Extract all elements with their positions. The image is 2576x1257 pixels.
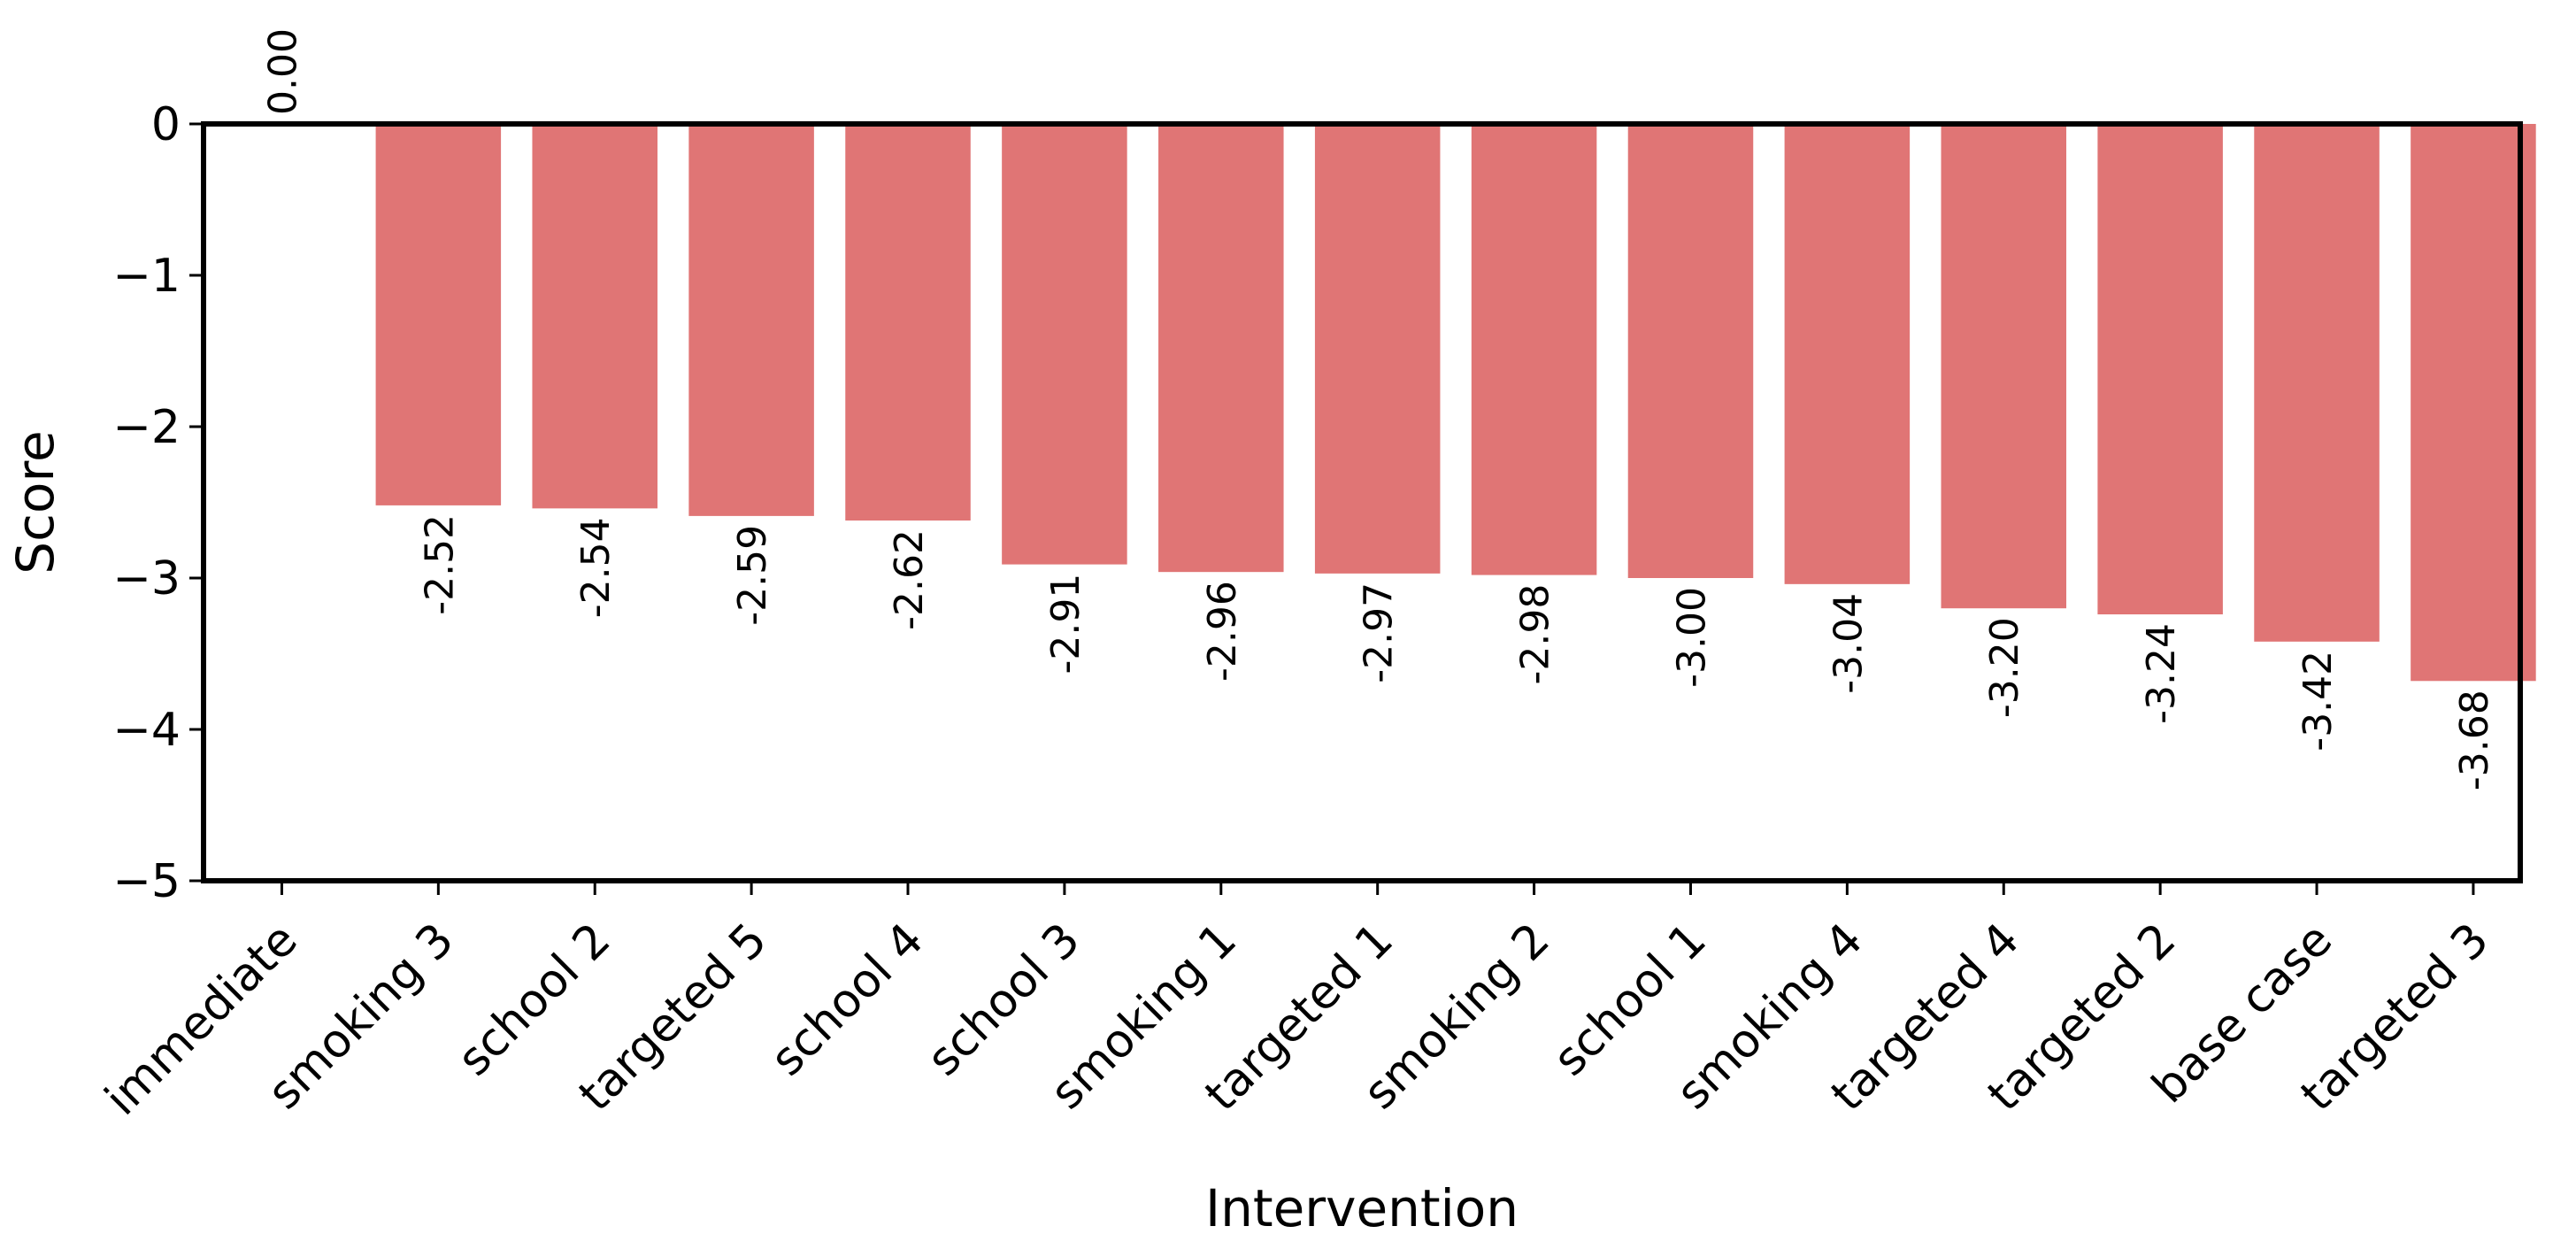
x-tick-label: school 4 xyxy=(761,914,934,1086)
bar-school-4 xyxy=(845,124,971,521)
bar-value-label: -2.97 xyxy=(1357,582,1402,683)
bar-value-label: -3.20 xyxy=(1982,617,2027,718)
bar-value-label: -3.04 xyxy=(1826,593,1871,694)
bar-smoking-4 xyxy=(1784,124,1911,584)
plot-frame xyxy=(201,121,2523,883)
bar-value-label: -2.96 xyxy=(1200,581,1245,682)
bar-value-label: -2.91 xyxy=(1043,574,1088,675)
bar-smoking-1 xyxy=(1158,124,1284,573)
bar-school-1 xyxy=(1627,124,1754,578)
bar-targeted-4 xyxy=(1941,124,2067,609)
x-axis-title: Intervention xyxy=(1205,1178,1519,1238)
bar-value-label: -2.54 xyxy=(573,517,619,618)
y-tick-label: −3 xyxy=(112,552,181,605)
y-tick-label: 0 xyxy=(151,98,181,151)
bar-school-2 xyxy=(532,124,657,509)
bar-value-label: -2.52 xyxy=(417,514,462,615)
bar-value-label: -3.24 xyxy=(2139,623,2184,724)
bar-value-labels: 0.00 -2.52 -2.54 -2.59 -2.62 -2.91 -2.96 -2.97 -… xyxy=(260,28,2496,790)
bar-value-label: -3.42 xyxy=(2295,651,2341,752)
bar-targeted-5 xyxy=(688,124,814,516)
bar-value-label: -3.68 xyxy=(2452,690,2497,790)
y-axis: 0 −1 −2 −3 −4 −5 xyxy=(112,98,204,908)
bar-value-label: 0.00 xyxy=(260,28,305,115)
bars-group xyxy=(375,124,2536,682)
bar-targeted-3 xyxy=(2411,124,2536,682)
y-tick-label: −1 xyxy=(112,250,181,303)
y-tick-label: −2 xyxy=(112,401,181,454)
bar-value-label: -2.98 xyxy=(1513,584,1558,685)
bar-smoking-3 xyxy=(375,124,502,505)
bar-base-case xyxy=(2254,124,2380,642)
bar-targeted-2 xyxy=(2097,124,2223,615)
bar-school-3 xyxy=(1002,124,1127,565)
bar-smoking-2 xyxy=(1471,124,1597,575)
y-tick-label: −4 xyxy=(112,704,181,757)
bar-value-label: -2.62 xyxy=(887,529,932,630)
y-tick-label: −5 xyxy=(112,855,181,908)
bar-targeted-1 xyxy=(1314,124,1441,574)
bar-value-label: -2.59 xyxy=(730,525,775,626)
bar-value-label: -3.00 xyxy=(1669,587,1714,688)
y-axis-title: Score xyxy=(5,430,65,574)
